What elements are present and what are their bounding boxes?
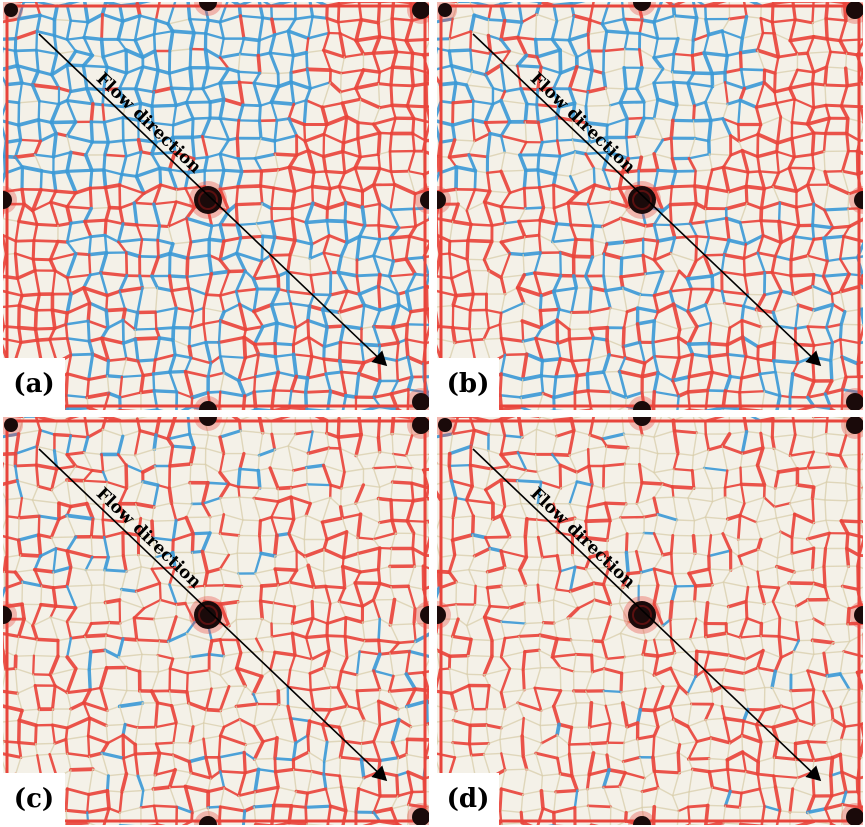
panel-label: (b) bbox=[437, 358, 499, 410]
panel-a: Flow direction (a) bbox=[3, 2, 429, 410]
pore-network-image bbox=[3, 417, 429, 825]
panel-d: Flow direction (d) bbox=[437, 417, 863, 825]
pore-network-image bbox=[437, 2, 863, 410]
panel-label: (c) bbox=[3, 773, 65, 825]
panel-label: (a) bbox=[3, 358, 65, 410]
pore-network-image bbox=[3, 2, 429, 410]
panel-label: (d) bbox=[437, 773, 499, 825]
pore-network-image bbox=[437, 417, 863, 825]
panel-b: Flow direction (b) bbox=[437, 2, 863, 410]
panel-c: Flow direction (c) bbox=[3, 417, 429, 825]
